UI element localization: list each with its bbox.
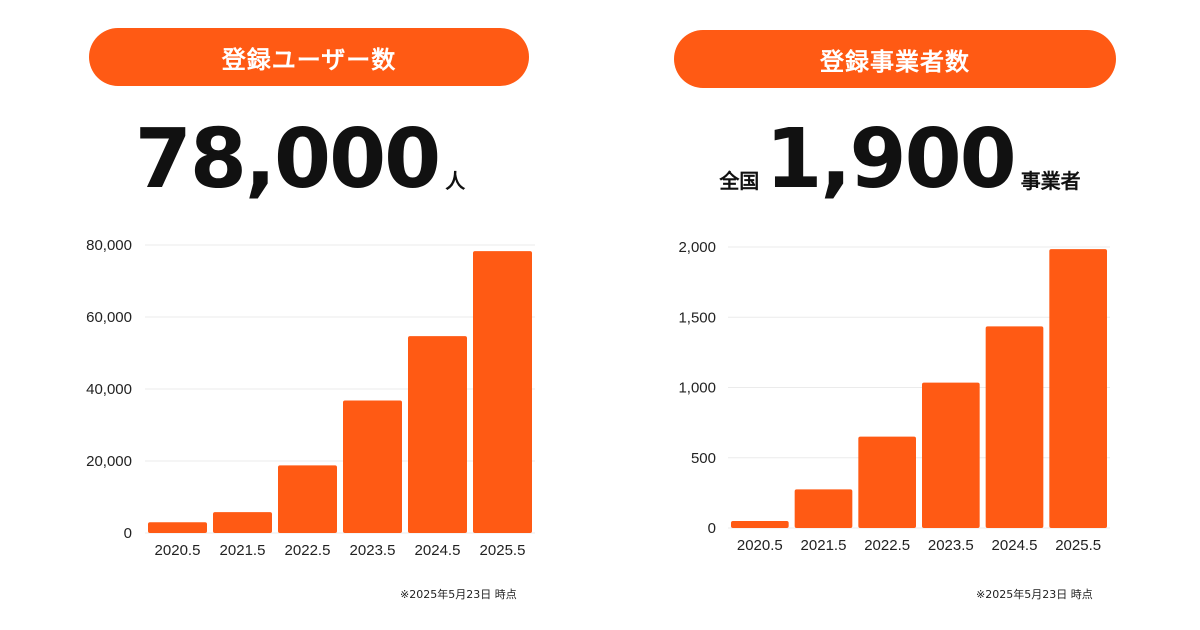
- x-category-label: 2025.5: [1055, 537, 1101, 554]
- user-count-panel: 登録ユーザー数 78,000 人 0 20,000 40,000 60,000 80,0…: [0, 28, 600, 601]
- business-count-unit: 事業者: [1020, 169, 1081, 193]
- bar: [148, 522, 207, 533]
- y-tick-label: 0: [124, 525, 132, 542]
- user-count-hero: 78,000 人: [0, 118, 600, 202]
- x-category-label: 2021.5: [801, 537, 847, 554]
- y-tick-label: 40,000: [86, 381, 132, 398]
- bar: [1049, 249, 1107, 529]
- business-count-prefix: 全国: [719, 169, 760, 193]
- y-tick-label: 20,000: [86, 453, 132, 470]
- user-count-unit: 人: [445, 169, 466, 193]
- business-count-title-pill: 登録事業者数: [674, 30, 1116, 88]
- y-tick-label: 1,000: [678, 380, 716, 397]
- x-category-label: 2024.5: [992, 537, 1038, 554]
- bar: [858, 436, 916, 528]
- y-tick-label: 1,500: [678, 309, 716, 326]
- x-category-label: 2020.5: [155, 542, 201, 559]
- business-count-hero: 全国 1,900 事業者: [600, 118, 1200, 202]
- bar: [408, 336, 467, 533]
- business-count-panel: 登録事業者数 全国 1,900 事業者 0 500 1,000 1,500 2,000 2…: [600, 0, 1200, 630]
- business-count-footnote: ※2025年5月23日 時点: [976, 588, 1093, 601]
- y-tick-label: 500: [691, 450, 716, 467]
- user-count-footnote: ※2025年5月23日 時点: [400, 588, 517, 601]
- x-category-label: 2020.5: [737, 537, 783, 554]
- y-tick-label: 60,000: [86, 309, 132, 326]
- x-category-label: 2023.5: [928, 537, 974, 554]
- business-count-chart: 0 500 1,000 1,500 2,000 2020.5 2021.5 2022.5 202…: [678, 239, 1110, 554]
- user-count-chart: 0 20,000 40,000 60,000 80,000 2020.5 2021.5 202…: [86, 237, 535, 559]
- x-category-label: 2024.5: [415, 542, 461, 559]
- bar: [213, 512, 272, 533]
- y-tick-label: 0: [708, 520, 716, 537]
- x-category-label: 2022.5: [864, 537, 910, 554]
- bar: [343, 400, 402, 533]
- business-count-number: 1,900: [765, 112, 1016, 207]
- bar: [922, 382, 980, 528]
- x-category-label: 2023.5: [350, 542, 396, 559]
- user-count-title-pill: 登録ユーザー数: [89, 28, 529, 86]
- bar: [985, 326, 1044, 528]
- bar: [731, 520, 789, 528]
- y-tick-label: 2,000: [678, 239, 716, 256]
- x-category-label: 2021.5: [220, 542, 266, 559]
- bar: [278, 465, 337, 533]
- x-category-label: 2022.5: [285, 542, 331, 559]
- user-count-number: 78,000: [134, 112, 441, 207]
- bar: [473, 251, 532, 533]
- bar: [794, 489, 853, 528]
- y-tick-label: 80,000: [86, 237, 132, 254]
- x-category-label: 2025.5: [480, 542, 526, 559]
